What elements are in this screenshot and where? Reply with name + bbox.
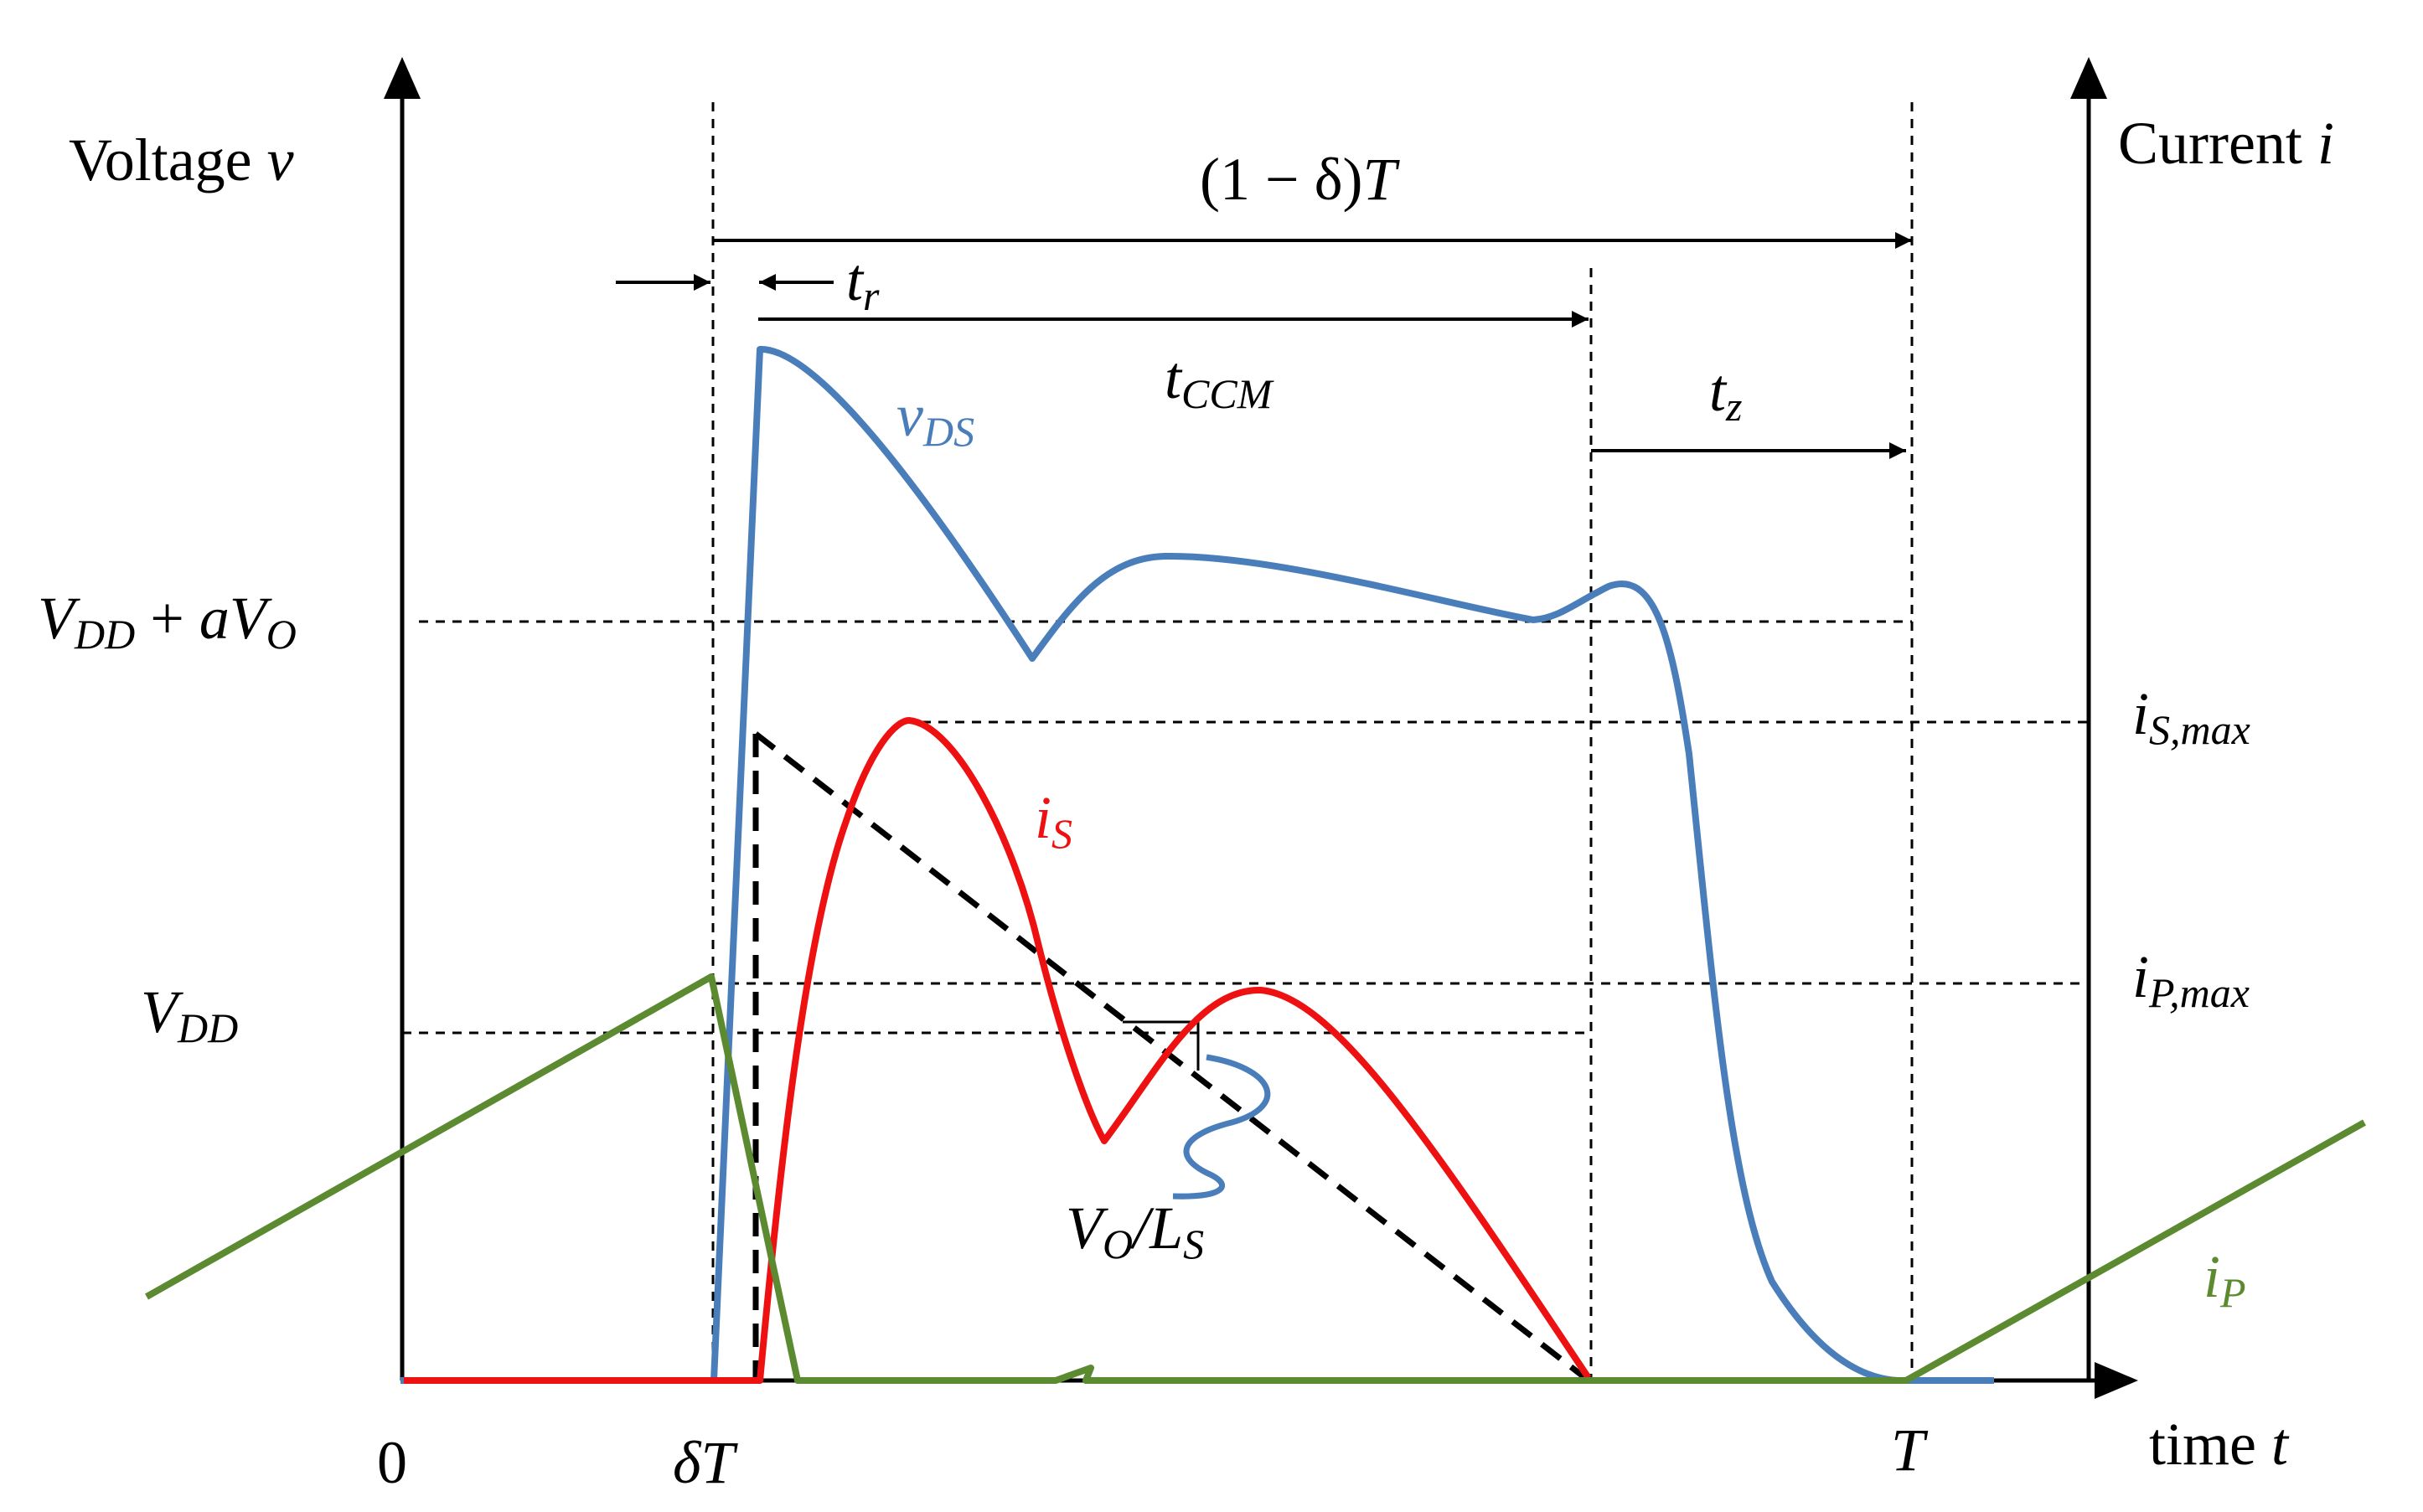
- off-interval-label: (1 − δ)T: [1200, 146, 1400, 213]
- slope-construction: [752, 731, 1591, 1383]
- period-label: T: [1891, 1417, 1929, 1484]
- is-waveform: [404, 717, 1592, 1384]
- axes: [384, 57, 2138, 1399]
- interval-arrows: [616, 232, 1912, 459]
- delta-t-label: δT: [673, 1429, 738, 1496]
- vo-ls-slope-line: [753, 731, 1591, 1383]
- time-axis-arrowhead: [2095, 1362, 2138, 1399]
- vo-ls-slope-label: VO/LS: [1066, 1195, 1204, 1267]
- vds-curl-annotation: [1172, 1054, 1271, 1200]
- time-axis-label: time t: [2149, 1411, 2290, 1478]
- labels: Voltage v Current i time t 0 δT T (1 − δ…: [38, 110, 2334, 1496]
- voltage-axis-arrowhead: [384, 57, 421, 99]
- vds-waveform: [400, 345, 1994, 1384]
- tz-label: tz: [1709, 357, 1742, 430]
- vdd-avo-label: VDD + aVO: [38, 585, 297, 658]
- current-axis-label: Current i: [2118, 110, 2334, 177]
- is-label: iS: [1035, 784, 1072, 857]
- tr-label: tr: [846, 246, 880, 319]
- origin-label: 0: [377, 1429, 407, 1496]
- ip-label: iP: [2203, 1243, 2246, 1316]
- reference-lines: [402, 102, 2089, 1380]
- ismax-label: iS,max: [2132, 680, 2250, 753]
- vds-label: vDS: [896, 382, 974, 455]
- voltage-axis-label: Voltage v: [69, 126, 294, 194]
- ip-waveform: [145, 973, 2366, 1384]
- current-axis-arrowhead: [2070, 57, 2107, 99]
- ipmax-label: iP,max: [2132, 943, 2250, 1016]
- tccm-label: tCCM: [1165, 344, 1274, 417]
- vdd-label: VDD: [141, 978, 238, 1051]
